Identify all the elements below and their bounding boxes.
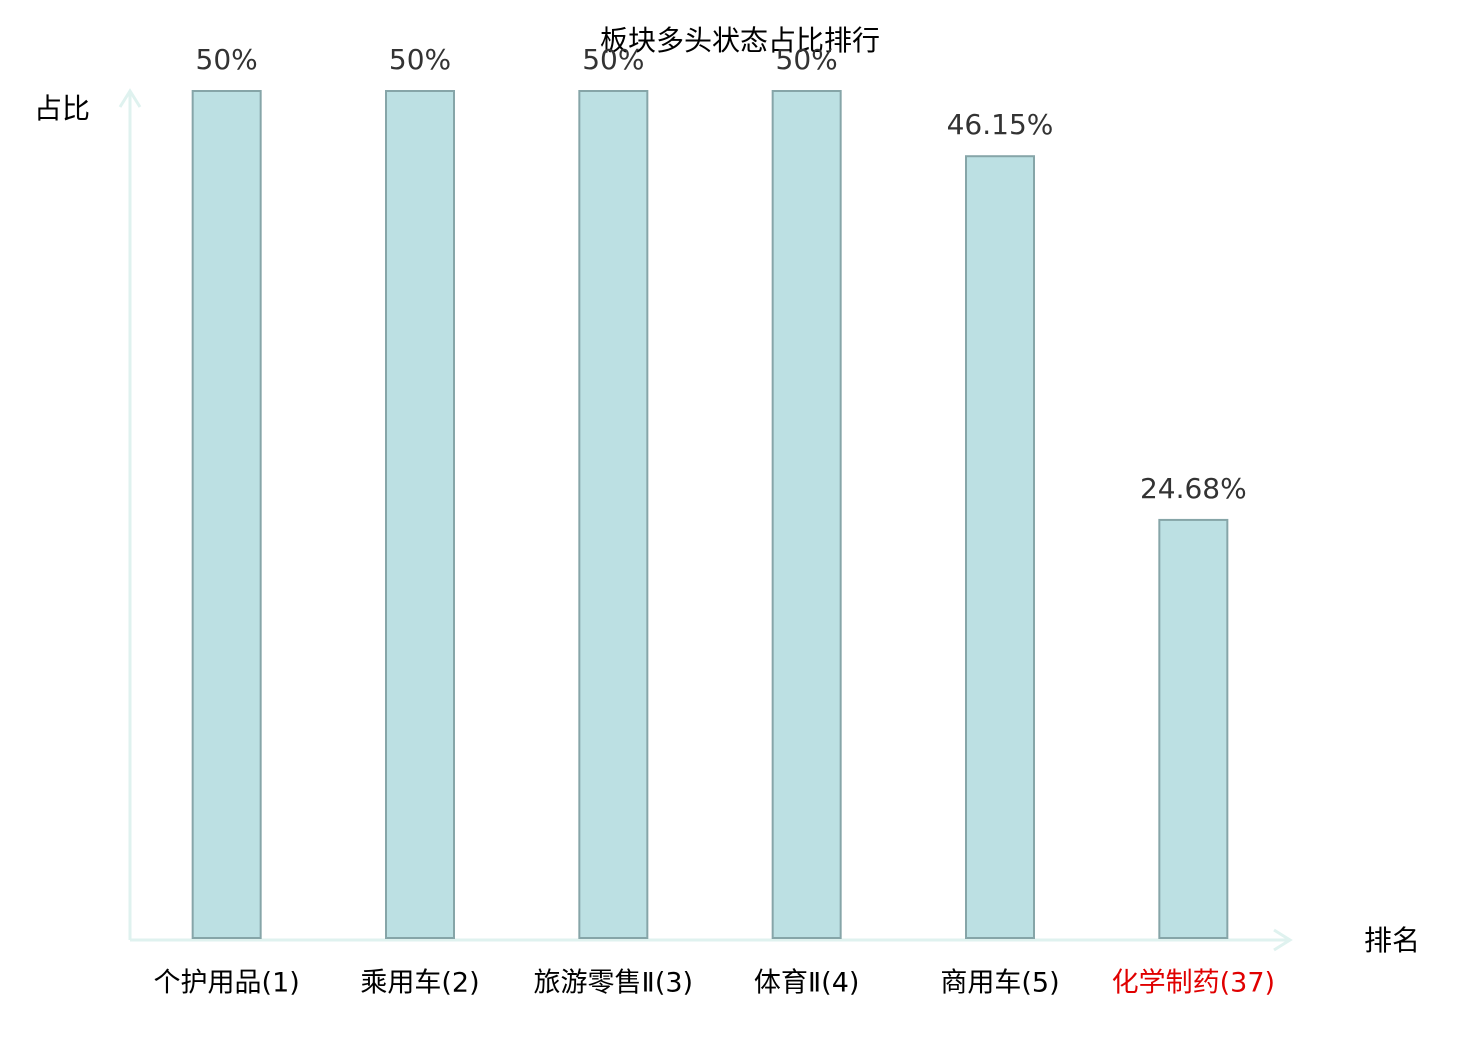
value-label: 50% xyxy=(196,43,258,76)
y-axis-arrow xyxy=(118,88,142,108)
x-axis-label: 排名 xyxy=(1364,924,1420,957)
bar xyxy=(578,90,649,939)
y-axis-label: 占比 xyxy=(34,92,90,125)
value-label: 46.15% xyxy=(947,108,1054,141)
x-axis-arrow xyxy=(1273,928,1293,952)
bar xyxy=(771,90,842,939)
x-tick-label: 化学制药(37) xyxy=(1112,968,1275,999)
value-label: 50% xyxy=(582,43,644,76)
value-label: 24.68% xyxy=(1140,472,1247,505)
value-label: 50% xyxy=(776,43,838,76)
bar xyxy=(191,90,262,939)
x-tick-label: 体育Ⅱ(4) xyxy=(754,968,860,999)
x-tick-label: 乘用车(2) xyxy=(360,968,479,999)
value-label: 50% xyxy=(389,43,451,76)
bar xyxy=(1158,518,1229,939)
x-tick-label: 商用车(5) xyxy=(940,968,1059,999)
bar xyxy=(965,155,1035,939)
x-tick-label: 旅游零售Ⅱ(3) xyxy=(534,968,694,999)
chart-title: 板块多头状态占比排行 xyxy=(600,24,880,57)
x-tick-label: 个护用品(1) xyxy=(154,968,300,999)
bar xyxy=(385,90,455,939)
